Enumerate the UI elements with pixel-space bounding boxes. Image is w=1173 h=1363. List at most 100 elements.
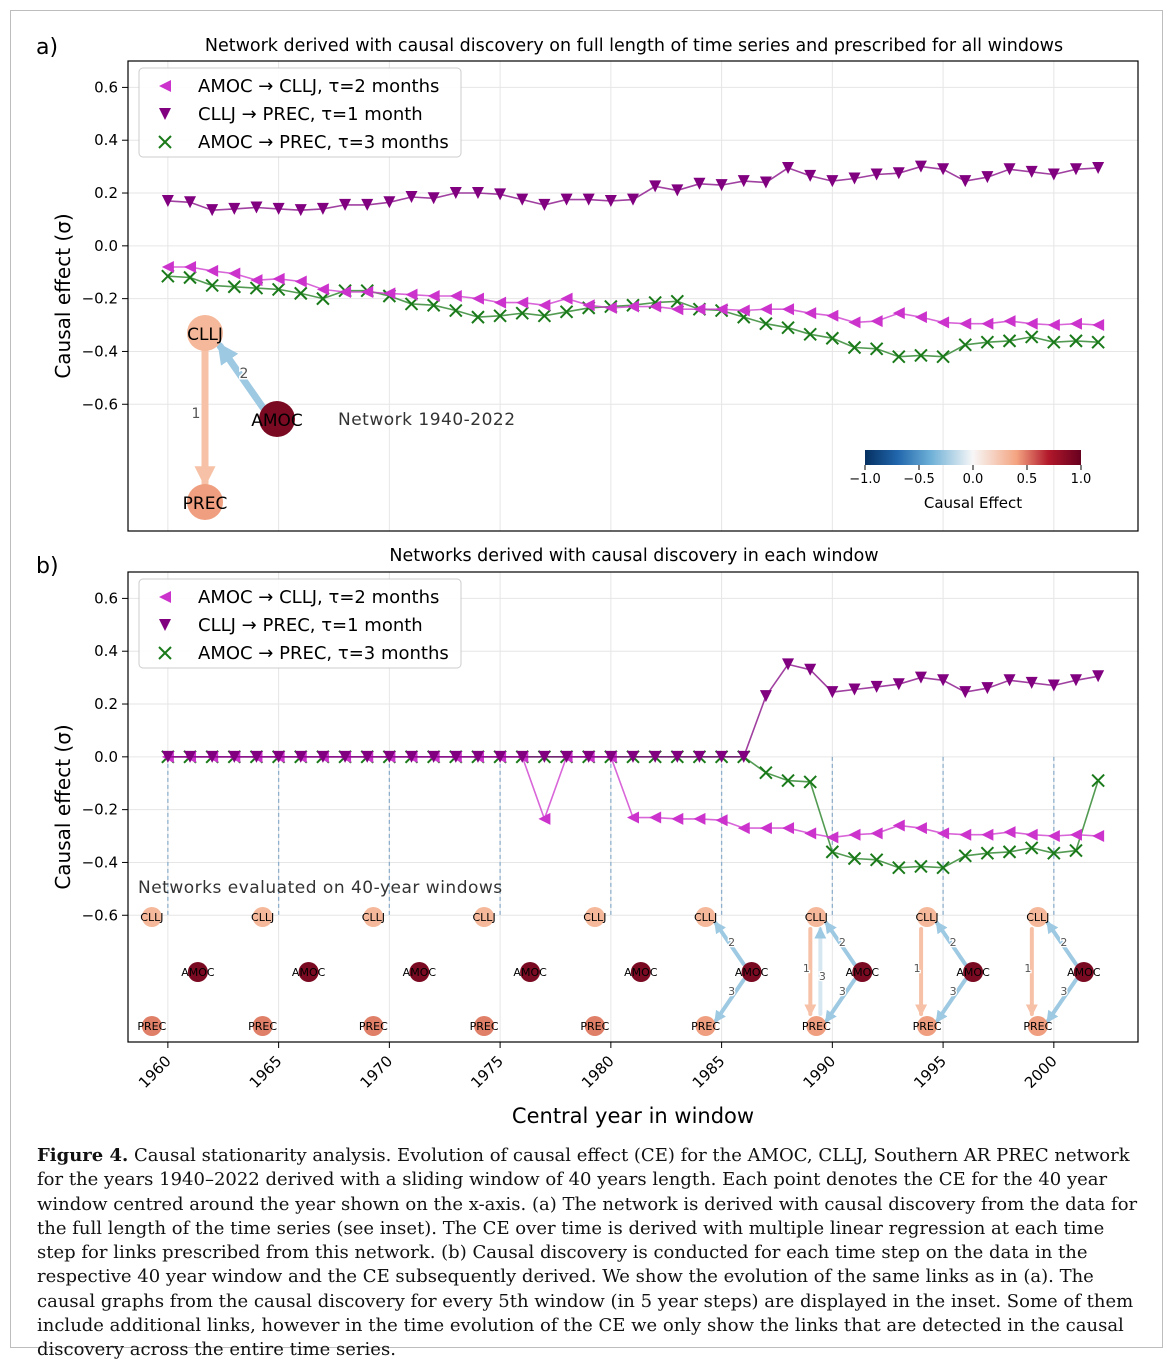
data-point bbox=[206, 264, 219, 277]
panel-a-inset-network: 1 2 CLLJ AMOC PREC Network 1940-2022 bbox=[183, 315, 515, 520]
colorbar-ticks: −1.0 −0.5 0.0 0.5 1.0 bbox=[849, 465, 1091, 487]
data-point bbox=[339, 198, 352, 211]
series-line bbox=[167, 755, 1099, 839]
data-point bbox=[914, 822, 927, 835]
node-cllj bbox=[806, 907, 827, 927]
data-point bbox=[693, 303, 706, 316]
data-point bbox=[959, 175, 972, 188]
data-point bbox=[560, 292, 573, 305]
node-prec bbox=[695, 1016, 716, 1036]
data-point bbox=[870, 315, 883, 328]
data-point bbox=[892, 678, 905, 691]
data-point bbox=[782, 161, 795, 174]
data-point bbox=[958, 338, 972, 352]
data-point bbox=[936, 861, 950, 875]
data-point bbox=[980, 846, 995, 860]
node-cllj bbox=[474, 907, 495, 927]
y-tick-label: −0.6 bbox=[82, 395, 118, 413]
lag-label-amoc-cllj: 2 bbox=[240, 366, 249, 382]
data-point bbox=[848, 316, 861, 329]
node-label: PREC bbox=[580, 1020, 609, 1033]
data-point bbox=[936, 350, 950, 364]
node-label-amoc: AMOC bbox=[251, 411, 303, 431]
node-cllj bbox=[187, 315, 223, 351]
data-point bbox=[449, 290, 462, 302]
lag-label: 1 bbox=[803, 962, 810, 975]
data-point bbox=[959, 317, 972, 330]
data-point bbox=[892, 861, 906, 875]
panel-a-grid bbox=[128, 61, 1138, 531]
data-point bbox=[937, 316, 950, 329]
node-cllj bbox=[363, 907, 384, 927]
data-point bbox=[826, 175, 839, 188]
data-point bbox=[804, 169, 817, 182]
y-tick-label: 0.2 bbox=[94, 184, 118, 202]
link-amoc-cllj bbox=[824, 921, 857, 966]
y-tick-label: −0.4 bbox=[82, 853, 118, 871]
data-point bbox=[604, 194, 617, 207]
lag-label: 3 bbox=[1060, 985, 1067, 998]
colorbar-tick-label: −0.5 bbox=[903, 472, 935, 487]
y-tick-label: 0.2 bbox=[94, 695, 118, 713]
data-point bbox=[427, 750, 440, 763]
data-point bbox=[1002, 845, 1017, 859]
node-label: AMOC bbox=[624, 966, 658, 979]
panel-b-inset-networks: CLLJAMOCPRECCLLJAMOCPRECCLLJAMOCPRECCLLJ… bbox=[137, 907, 1101, 1036]
data-point bbox=[914, 311, 927, 324]
data-point bbox=[161, 750, 174, 763]
series-0 bbox=[161, 750, 1105, 844]
node-amoc bbox=[520, 962, 541, 982]
inset-network-1965: CLLJ AMOC PREC bbox=[248, 907, 326, 1036]
data-point bbox=[1003, 826, 1016, 839]
data-point bbox=[759, 690, 772, 703]
node-prec bbox=[584, 1016, 605, 1036]
legend-box bbox=[138, 67, 462, 158]
data-point bbox=[803, 327, 817, 341]
data-point bbox=[847, 851, 862, 866]
data-point bbox=[228, 202, 241, 215]
data-point bbox=[1003, 315, 1016, 328]
data-point bbox=[649, 811, 662, 824]
data-point bbox=[515, 306, 529, 320]
data-point bbox=[1069, 317, 1082, 330]
node-label: AMOC bbox=[735, 966, 769, 979]
colorbar-tick-label: 0.0 bbox=[963, 472, 984, 487]
data-point bbox=[914, 859, 928, 874]
node-cllj bbox=[695, 907, 716, 927]
panel-b-label: b) bbox=[36, 554, 59, 579]
lag-label: 2 bbox=[728, 936, 735, 949]
node-label: CLLJ bbox=[251, 911, 274, 924]
data-point bbox=[803, 775, 817, 789]
data-point bbox=[759, 317, 773, 331]
data-point bbox=[405, 190, 418, 203]
data-point bbox=[471, 310, 485, 324]
data-point bbox=[914, 160, 927, 173]
data-point bbox=[383, 287, 396, 300]
data-point bbox=[206, 204, 219, 217]
data-point bbox=[1069, 163, 1082, 176]
legend-marker bbox=[158, 135, 172, 149]
data-point bbox=[538, 750, 551, 763]
data-point bbox=[161, 260, 174, 273]
data-point bbox=[250, 274, 263, 287]
data-point bbox=[560, 193, 573, 206]
node-amoc bbox=[409, 962, 430, 982]
data-point bbox=[826, 831, 839, 844]
data-point bbox=[294, 204, 307, 217]
data-point bbox=[383, 750, 396, 763]
data-point bbox=[538, 198, 551, 211]
data-point bbox=[471, 187, 484, 200]
series-1 bbox=[161, 160, 1105, 217]
data-point bbox=[582, 750, 595, 763]
panel-a-axes bbox=[127, 60, 1139, 532]
link-amoc-prec bbox=[1045, 978, 1078, 1023]
data-point bbox=[892, 167, 905, 180]
data-point bbox=[914, 348, 928, 363]
data-point bbox=[1047, 335, 1061, 349]
data-point bbox=[1069, 674, 1082, 687]
data-point bbox=[1025, 165, 1038, 178]
data-point bbox=[1047, 679, 1060, 692]
node-label-cllj: CLLJ bbox=[187, 325, 223, 345]
data-point bbox=[1025, 676, 1038, 689]
